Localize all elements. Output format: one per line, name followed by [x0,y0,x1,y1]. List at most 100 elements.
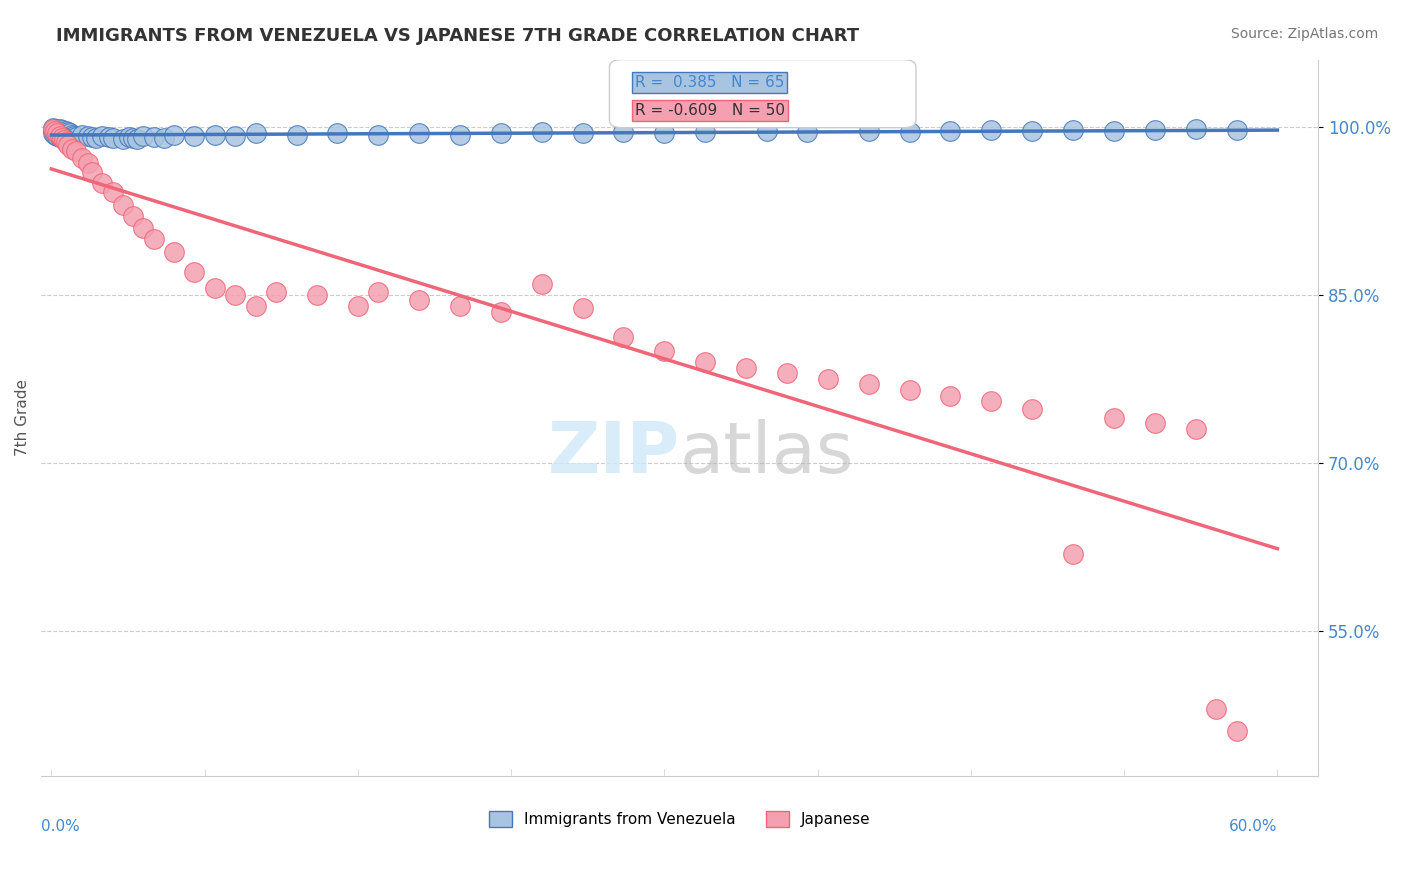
Point [224,287,246,301]
Point [132,220,155,235]
Point [695,125,717,139]
Point [42,127,65,141]
Point [44,124,66,138]
Point [46,127,69,141]
Point [245,299,267,313]
Point [48,128,70,143]
Point [612,125,634,139]
Point [264,285,287,300]
Point [939,388,962,402]
Point [122,131,145,145]
Point [1143,123,1166,137]
Point [654,127,676,141]
Point [101,185,124,199]
Point [1143,417,1166,431]
Point [204,281,226,295]
Point [152,131,174,145]
Point [980,394,1002,409]
Text: ZIP: ZIP [547,419,679,488]
Point [127,132,149,146]
Point [111,132,134,146]
Point [77,155,100,169]
Y-axis label: 7th Grade: 7th Grade [15,379,30,457]
Point [122,210,145,224]
Point [612,330,634,344]
Point [939,124,962,138]
Point [1102,410,1125,425]
Point [224,128,246,143]
Point [326,127,349,141]
Point [55,136,77,150]
Point [46,128,69,142]
Point [776,366,799,380]
Text: 60.0%: 60.0% [1229,819,1278,834]
Text: R = -0.609   N = 50: R = -0.609 N = 50 [636,103,785,118]
Point [898,125,921,139]
Point [654,343,676,358]
Point [449,299,471,313]
Point [571,127,593,141]
Point [367,285,389,300]
Point [245,127,267,141]
Point [84,131,107,145]
Point [285,128,308,142]
Point [1225,724,1247,739]
Text: atlas: atlas [679,419,853,488]
Point [530,125,553,139]
Point [530,277,553,291]
Point [48,128,70,143]
Point [408,293,430,308]
Point [101,131,124,145]
Point [735,360,758,375]
Point [817,372,839,386]
Point [56,125,79,139]
Point [42,122,65,136]
Point [60,128,83,142]
Point [82,129,104,144]
Point [755,124,778,138]
Point [858,377,880,392]
FancyBboxPatch shape [609,60,915,128]
Point [59,127,82,141]
Point [51,131,73,145]
Point [48,129,70,144]
Point [52,127,75,141]
Point [449,128,471,142]
Point [183,265,205,279]
Point [571,301,593,315]
Point [55,124,77,138]
Point [489,127,512,141]
Point [183,128,205,143]
Point [347,299,370,313]
Point [163,245,186,260]
Point [82,164,104,178]
Text: Source: ZipAtlas.com: Source: ZipAtlas.com [1230,27,1378,41]
Point [51,129,73,144]
Point [46,128,69,143]
Point [142,129,165,144]
Point [91,128,114,143]
Point [408,127,430,141]
Point [97,129,120,144]
Point [1021,401,1043,416]
Text: IMMIGRANTS FROM VENEZUELA VS JAPANESE 7TH GRADE CORRELATION CHART: IMMIGRANTS FROM VENEZUELA VS JAPANESE 7T… [56,27,859,45]
Point [118,129,141,144]
Point [70,128,93,142]
Point [60,142,83,156]
Point [1225,123,1247,137]
Point [91,176,114,190]
Point [46,124,69,138]
Point [1184,122,1206,136]
Point [796,125,818,139]
Point [898,383,921,397]
Point [1021,124,1043,138]
Point [62,128,84,143]
Point [70,151,93,165]
Point [1062,123,1084,137]
Point [980,123,1002,137]
Point [52,133,75,147]
Point [44,122,66,136]
Point [77,128,100,143]
Point [111,198,134,212]
Legend: Immigrants from Venezuela, Japanese: Immigrants from Venezuela, Japanese [482,805,877,833]
